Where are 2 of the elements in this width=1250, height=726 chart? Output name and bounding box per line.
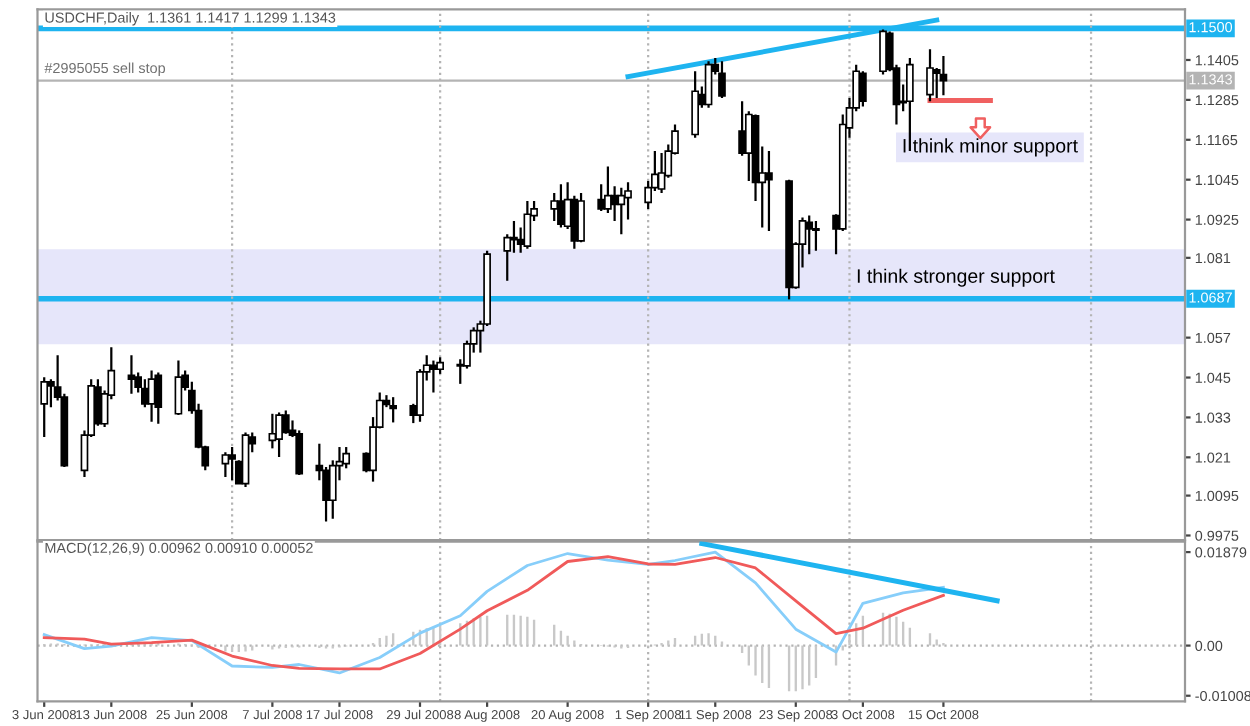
band-label: I think stronger support [857,268,1055,287]
annotation: I think minor support [903,138,1078,157]
